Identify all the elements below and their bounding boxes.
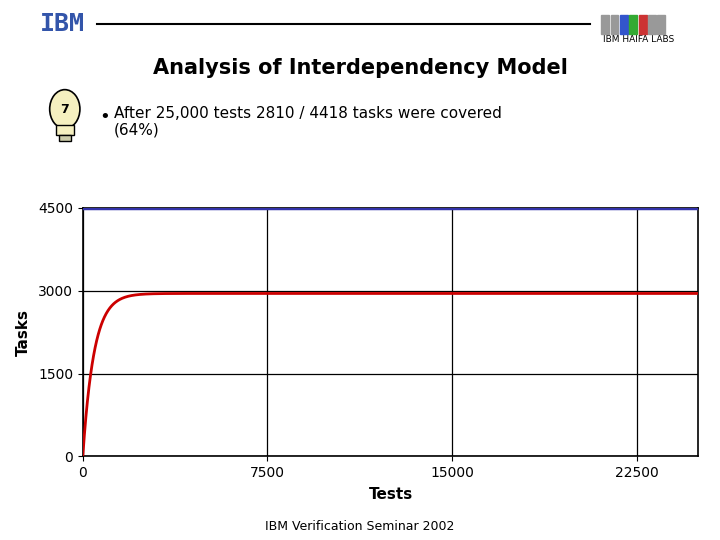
Text: IBM Verification Seminar 2002: IBM Verification Seminar 2002 bbox=[265, 520, 455, 533]
Bar bbox=[59, 135, 71, 141]
Text: (64%): (64%) bbox=[114, 122, 160, 137]
Text: IBM: IBM bbox=[40, 12, 85, 36]
Text: IBM HAIFA LABS: IBM HAIFA LABS bbox=[603, 35, 674, 44]
Text: Analysis of Interdependency Model: Analysis of Interdependency Model bbox=[153, 57, 567, 78]
Text: •: • bbox=[99, 107, 109, 126]
X-axis label: Tests: Tests bbox=[369, 487, 413, 502]
Circle shape bbox=[50, 90, 80, 129]
Bar bbox=[55, 125, 74, 135]
Text: After 25,000 tests 2810 / 4418 tasks were covered: After 25,000 tests 2810 / 4418 tasks wer… bbox=[114, 106, 502, 121]
Y-axis label: Tasks: Tasks bbox=[16, 308, 31, 356]
Text: 7: 7 bbox=[60, 103, 69, 116]
